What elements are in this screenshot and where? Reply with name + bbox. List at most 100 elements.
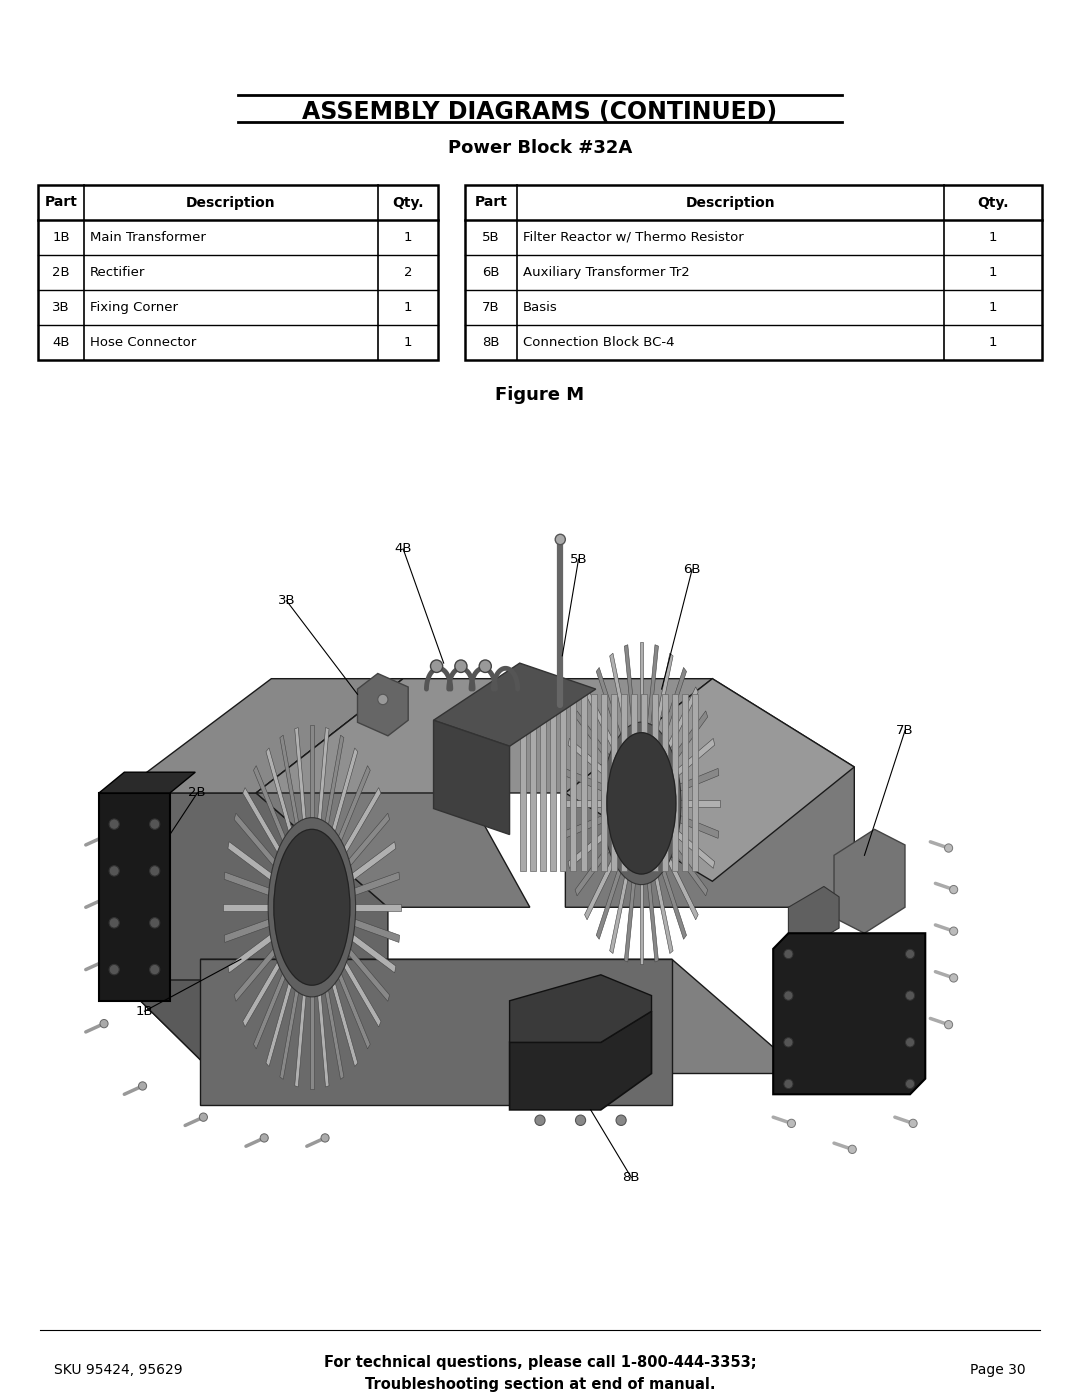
Circle shape bbox=[378, 694, 388, 704]
Polygon shape bbox=[335, 964, 370, 1049]
Polygon shape bbox=[624, 644, 636, 735]
Polygon shape bbox=[568, 739, 610, 780]
Circle shape bbox=[150, 819, 160, 830]
Circle shape bbox=[431, 659, 443, 672]
Circle shape bbox=[949, 928, 958, 936]
Polygon shape bbox=[639, 875, 644, 964]
Polygon shape bbox=[653, 654, 673, 739]
Circle shape bbox=[576, 1115, 585, 1126]
Polygon shape bbox=[99, 773, 195, 793]
Bar bbox=[465, 184, 1042, 360]
Polygon shape bbox=[254, 766, 288, 849]
Text: Connection Block BC-4: Connection Block BC-4 bbox=[523, 337, 674, 349]
Polygon shape bbox=[565, 679, 854, 882]
Polygon shape bbox=[610, 868, 630, 954]
Text: 1B: 1B bbox=[136, 1004, 153, 1017]
Polygon shape bbox=[254, 964, 288, 1049]
Polygon shape bbox=[773, 933, 926, 1094]
Polygon shape bbox=[243, 954, 284, 1027]
Text: 5B: 5B bbox=[570, 553, 588, 566]
Polygon shape bbox=[228, 930, 276, 972]
Circle shape bbox=[455, 659, 467, 672]
Text: 2: 2 bbox=[404, 265, 413, 279]
Ellipse shape bbox=[274, 830, 350, 985]
Polygon shape bbox=[234, 813, 280, 872]
Bar bbox=[662, 694, 667, 870]
Circle shape bbox=[535, 1115, 545, 1126]
Polygon shape bbox=[256, 679, 530, 907]
Circle shape bbox=[787, 1119, 796, 1127]
Polygon shape bbox=[323, 979, 343, 1080]
Circle shape bbox=[100, 957, 108, 965]
Circle shape bbox=[200, 1113, 207, 1122]
Text: ASSEMBLY DIAGRAMS (CONTINUED): ASSEMBLY DIAGRAMS (CONTINUED) bbox=[302, 101, 778, 124]
Text: 1B: 1B bbox=[52, 231, 70, 244]
Polygon shape bbox=[349, 918, 400, 943]
Polygon shape bbox=[224, 904, 274, 911]
Text: 2B: 2B bbox=[189, 787, 206, 799]
Bar bbox=[692, 694, 698, 870]
Text: Description: Description bbox=[686, 196, 775, 210]
Text: 6B: 6B bbox=[482, 265, 500, 279]
Polygon shape bbox=[323, 735, 343, 835]
Text: 1: 1 bbox=[404, 337, 413, 349]
Bar bbox=[642, 694, 648, 870]
Text: 8B: 8B bbox=[622, 1171, 640, 1183]
Circle shape bbox=[784, 1038, 793, 1046]
Circle shape bbox=[784, 1080, 793, 1088]
Circle shape bbox=[109, 964, 119, 975]
Circle shape bbox=[905, 990, 915, 1000]
Bar bbox=[530, 694, 536, 870]
Polygon shape bbox=[316, 728, 329, 831]
Text: Power Block #32A: Power Block #32A bbox=[448, 138, 632, 156]
Ellipse shape bbox=[607, 732, 676, 875]
Text: 1: 1 bbox=[988, 265, 997, 279]
Bar bbox=[581, 694, 586, 870]
Circle shape bbox=[784, 990, 793, 1000]
Text: 1: 1 bbox=[404, 300, 413, 314]
Text: 7B: 7B bbox=[482, 300, 500, 314]
Text: 4B: 4B bbox=[394, 542, 411, 555]
Text: Part: Part bbox=[474, 196, 508, 210]
Polygon shape bbox=[295, 983, 307, 1087]
Circle shape bbox=[150, 918, 160, 928]
Polygon shape bbox=[340, 954, 381, 1027]
Polygon shape bbox=[596, 668, 624, 746]
Circle shape bbox=[480, 659, 491, 672]
Polygon shape bbox=[675, 813, 719, 838]
Bar bbox=[631, 694, 637, 870]
Circle shape bbox=[945, 1021, 953, 1028]
Bar bbox=[540, 694, 546, 870]
Polygon shape bbox=[568, 827, 610, 869]
Polygon shape bbox=[646, 644, 659, 735]
Bar bbox=[38, 184, 438, 360]
Polygon shape bbox=[788, 887, 839, 949]
Polygon shape bbox=[646, 872, 659, 963]
Text: Filter Reactor w/ Thermo Resistor: Filter Reactor w/ Thermo Resistor bbox=[523, 231, 744, 244]
Text: Qty.: Qty. bbox=[392, 196, 423, 210]
Polygon shape bbox=[201, 960, 804, 1073]
Polygon shape bbox=[225, 918, 274, 943]
Polygon shape bbox=[510, 975, 651, 1042]
Text: Fixing Corner: Fixing Corner bbox=[90, 300, 178, 314]
Polygon shape bbox=[243, 788, 284, 861]
Text: Rectifier: Rectifier bbox=[90, 265, 146, 279]
Polygon shape bbox=[584, 687, 618, 756]
Polygon shape bbox=[664, 687, 698, 756]
Text: Part: Part bbox=[44, 196, 78, 210]
Circle shape bbox=[321, 1134, 329, 1143]
Ellipse shape bbox=[602, 722, 681, 884]
Polygon shape bbox=[670, 840, 707, 895]
Polygon shape bbox=[596, 861, 624, 939]
Polygon shape bbox=[653, 868, 673, 954]
Circle shape bbox=[138, 1081, 147, 1090]
Text: 3B: 3B bbox=[278, 594, 295, 608]
Circle shape bbox=[109, 918, 119, 928]
Polygon shape bbox=[266, 972, 295, 1066]
Polygon shape bbox=[347, 930, 396, 972]
Polygon shape bbox=[564, 813, 608, 838]
Polygon shape bbox=[225, 872, 274, 897]
Text: SKU 95424, 95629: SKU 95424, 95629 bbox=[54, 1363, 183, 1377]
Bar bbox=[651, 694, 658, 870]
Polygon shape bbox=[565, 679, 854, 907]
